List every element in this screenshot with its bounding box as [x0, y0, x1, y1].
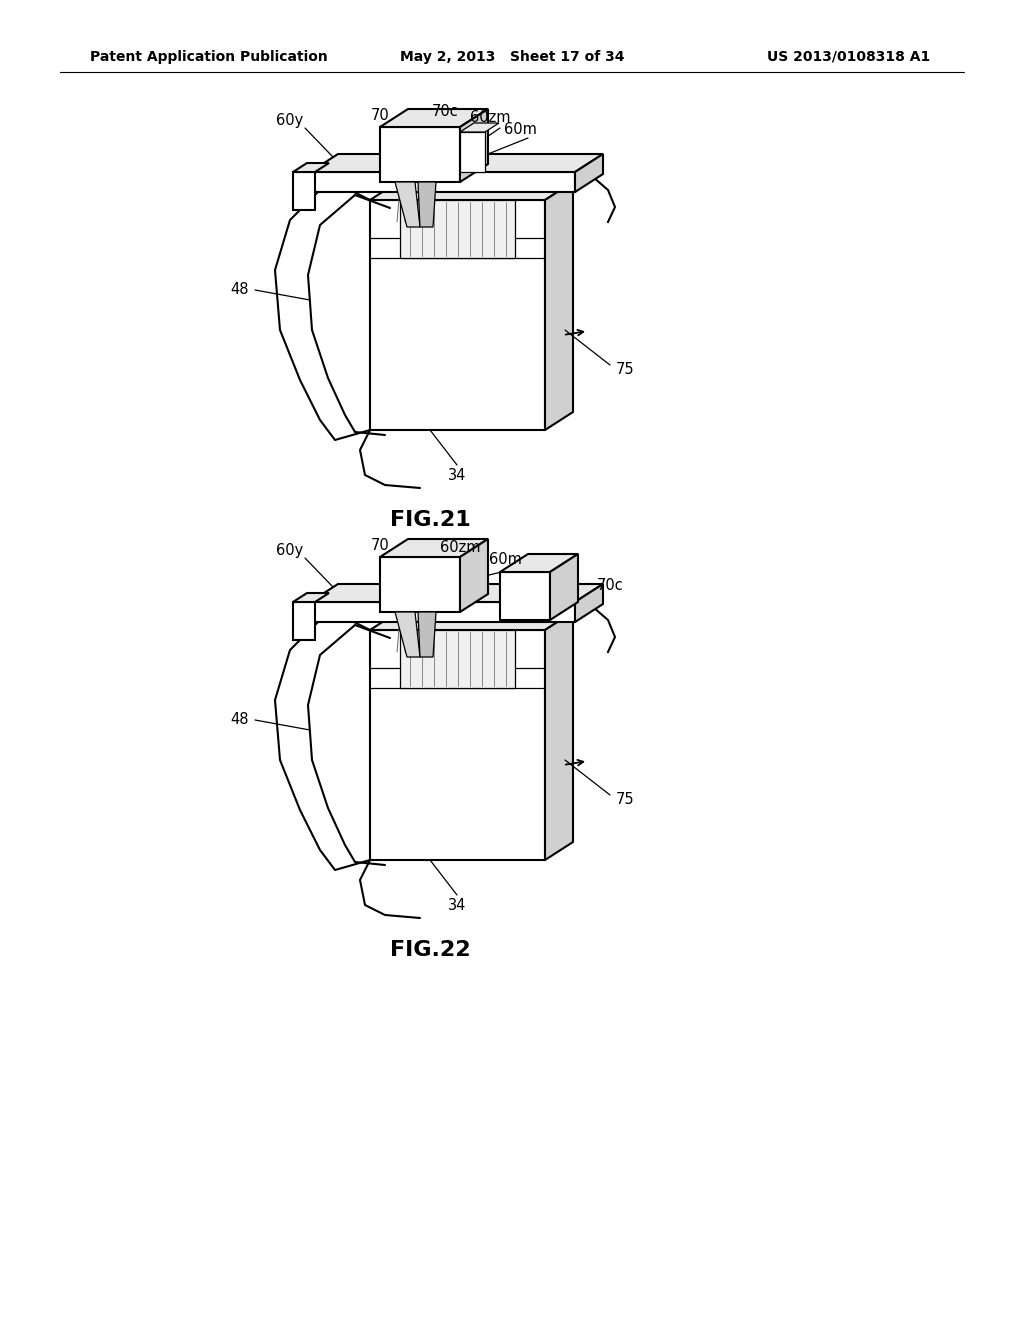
Polygon shape — [500, 572, 550, 620]
Polygon shape — [310, 154, 603, 172]
Polygon shape — [400, 630, 515, 688]
Polygon shape — [460, 123, 499, 132]
Text: 70: 70 — [371, 537, 389, 553]
Polygon shape — [380, 557, 460, 612]
Polygon shape — [293, 602, 315, 640]
Polygon shape — [545, 612, 573, 861]
Text: FIG.22: FIG.22 — [390, 940, 470, 960]
Text: 60zm: 60zm — [439, 540, 480, 556]
Polygon shape — [370, 612, 573, 630]
Polygon shape — [370, 630, 545, 861]
Polygon shape — [395, 612, 420, 657]
Text: 48: 48 — [230, 282, 249, 297]
Polygon shape — [400, 201, 515, 257]
Text: 60m: 60m — [504, 123, 537, 137]
Text: US 2013/0108318 A1: US 2013/0108318 A1 — [767, 50, 930, 63]
Text: 60y: 60y — [276, 112, 304, 128]
Polygon shape — [418, 182, 436, 227]
Polygon shape — [370, 182, 573, 201]
Text: 75: 75 — [615, 792, 634, 808]
Polygon shape — [575, 583, 603, 622]
Polygon shape — [310, 602, 575, 622]
Polygon shape — [380, 539, 488, 557]
Text: 48: 48 — [230, 713, 249, 727]
Polygon shape — [293, 593, 329, 602]
Text: 70c: 70c — [432, 104, 459, 120]
Polygon shape — [380, 127, 460, 182]
Polygon shape — [370, 201, 545, 430]
Text: 34: 34 — [447, 467, 466, 483]
Polygon shape — [460, 110, 488, 182]
Polygon shape — [460, 539, 488, 612]
Text: 60m: 60m — [488, 553, 521, 568]
Polygon shape — [550, 554, 578, 620]
Text: Patent Application Publication: Patent Application Publication — [90, 50, 328, 63]
Polygon shape — [293, 172, 315, 210]
Text: 60zm: 60zm — [470, 111, 510, 125]
Text: May 2, 2013   Sheet 17 of 34: May 2, 2013 Sheet 17 of 34 — [399, 50, 625, 63]
Polygon shape — [545, 182, 573, 430]
Text: 70: 70 — [371, 107, 389, 123]
Polygon shape — [310, 172, 575, 191]
Polygon shape — [500, 554, 578, 572]
Text: 70c: 70c — [597, 578, 624, 593]
Polygon shape — [395, 182, 420, 227]
Polygon shape — [380, 110, 488, 127]
Text: 60y: 60y — [276, 543, 304, 557]
Text: 75: 75 — [615, 363, 634, 378]
Polygon shape — [310, 583, 603, 602]
Polygon shape — [293, 162, 329, 172]
Text: FIG.21: FIG.21 — [389, 510, 470, 531]
Text: 34: 34 — [447, 898, 466, 912]
Polygon shape — [575, 154, 603, 191]
Polygon shape — [460, 132, 485, 172]
Polygon shape — [418, 612, 436, 657]
